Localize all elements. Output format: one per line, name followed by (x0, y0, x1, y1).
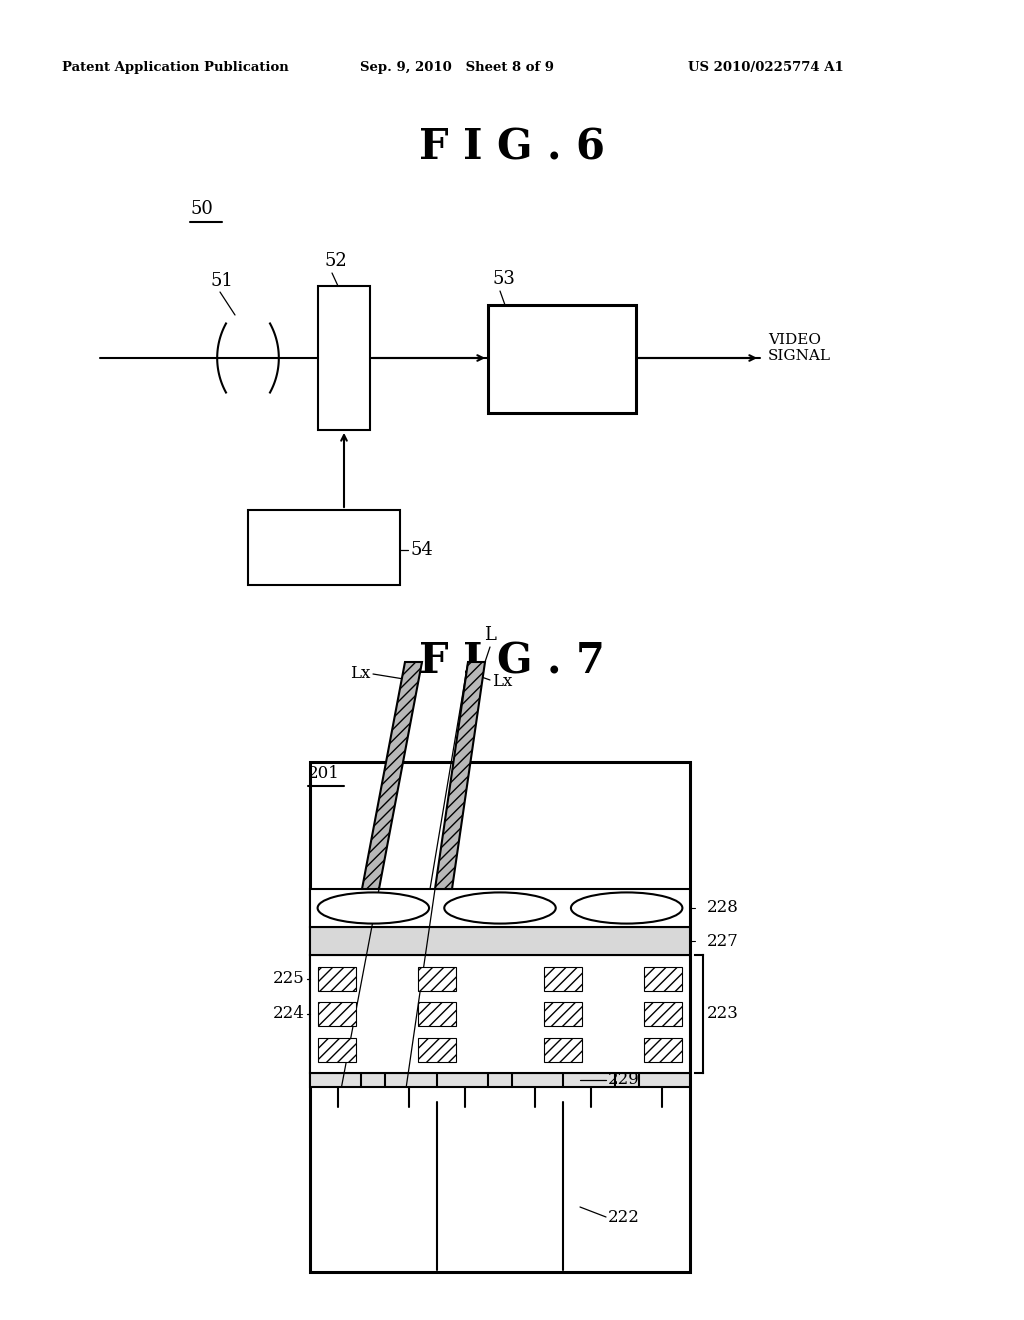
Bar (545, 966, 583, 990)
Bar (488, 305, 636, 413)
Text: F I G . 6: F I G . 6 (419, 127, 605, 169)
Text: 229: 229 (608, 1072, 640, 1089)
Text: 50: 50 (190, 201, 213, 218)
Text: 51: 51 (210, 272, 232, 290)
Text: 225: 225 (273, 970, 305, 987)
Text: VIDEO
SIGNAL: VIDEO SIGNAL (768, 333, 831, 363)
Text: US 2010/0225774 A1: US 2010/0225774 A1 (688, 61, 844, 74)
Text: 53: 53 (492, 271, 515, 288)
Text: 227: 227 (707, 932, 739, 949)
Ellipse shape (444, 892, 556, 924)
Bar (545, 1002, 583, 1026)
Bar (318, 966, 356, 990)
Bar (310, 1073, 690, 1086)
Bar (644, 966, 682, 990)
Bar (418, 966, 456, 990)
Text: F I G . 7: F I G . 7 (419, 642, 605, 682)
Bar (545, 1038, 583, 1061)
Bar (418, 1002, 456, 1026)
Text: 223: 223 (707, 1006, 739, 1023)
Text: L: L (484, 626, 496, 644)
Text: Patent Application Publication: Patent Application Publication (62, 61, 289, 74)
Text: Sep. 9, 2010   Sheet 8 of 9: Sep. 9, 2010 Sheet 8 of 9 (360, 61, 554, 74)
Text: 52: 52 (325, 252, 348, 271)
Text: Lx: Lx (492, 673, 512, 690)
Text: 228: 228 (707, 899, 739, 916)
Polygon shape (435, 663, 485, 888)
Ellipse shape (571, 892, 682, 924)
Bar (310, 762, 690, 1272)
Bar (318, 1038, 356, 1061)
Polygon shape (362, 663, 422, 888)
Text: Lx: Lx (349, 665, 370, 682)
Bar (318, 1002, 356, 1026)
Ellipse shape (317, 892, 429, 924)
Bar (310, 888, 690, 927)
Bar (310, 927, 690, 954)
Bar (644, 1002, 682, 1026)
Text: 224: 224 (273, 1006, 305, 1023)
Bar (318, 286, 370, 430)
Bar (248, 510, 400, 585)
Text: 201: 201 (308, 766, 340, 781)
Bar (418, 1038, 456, 1061)
Text: 222: 222 (608, 1209, 640, 1225)
Bar (310, 954, 690, 1073)
Text: 54: 54 (410, 541, 433, 558)
Bar (644, 1038, 682, 1061)
